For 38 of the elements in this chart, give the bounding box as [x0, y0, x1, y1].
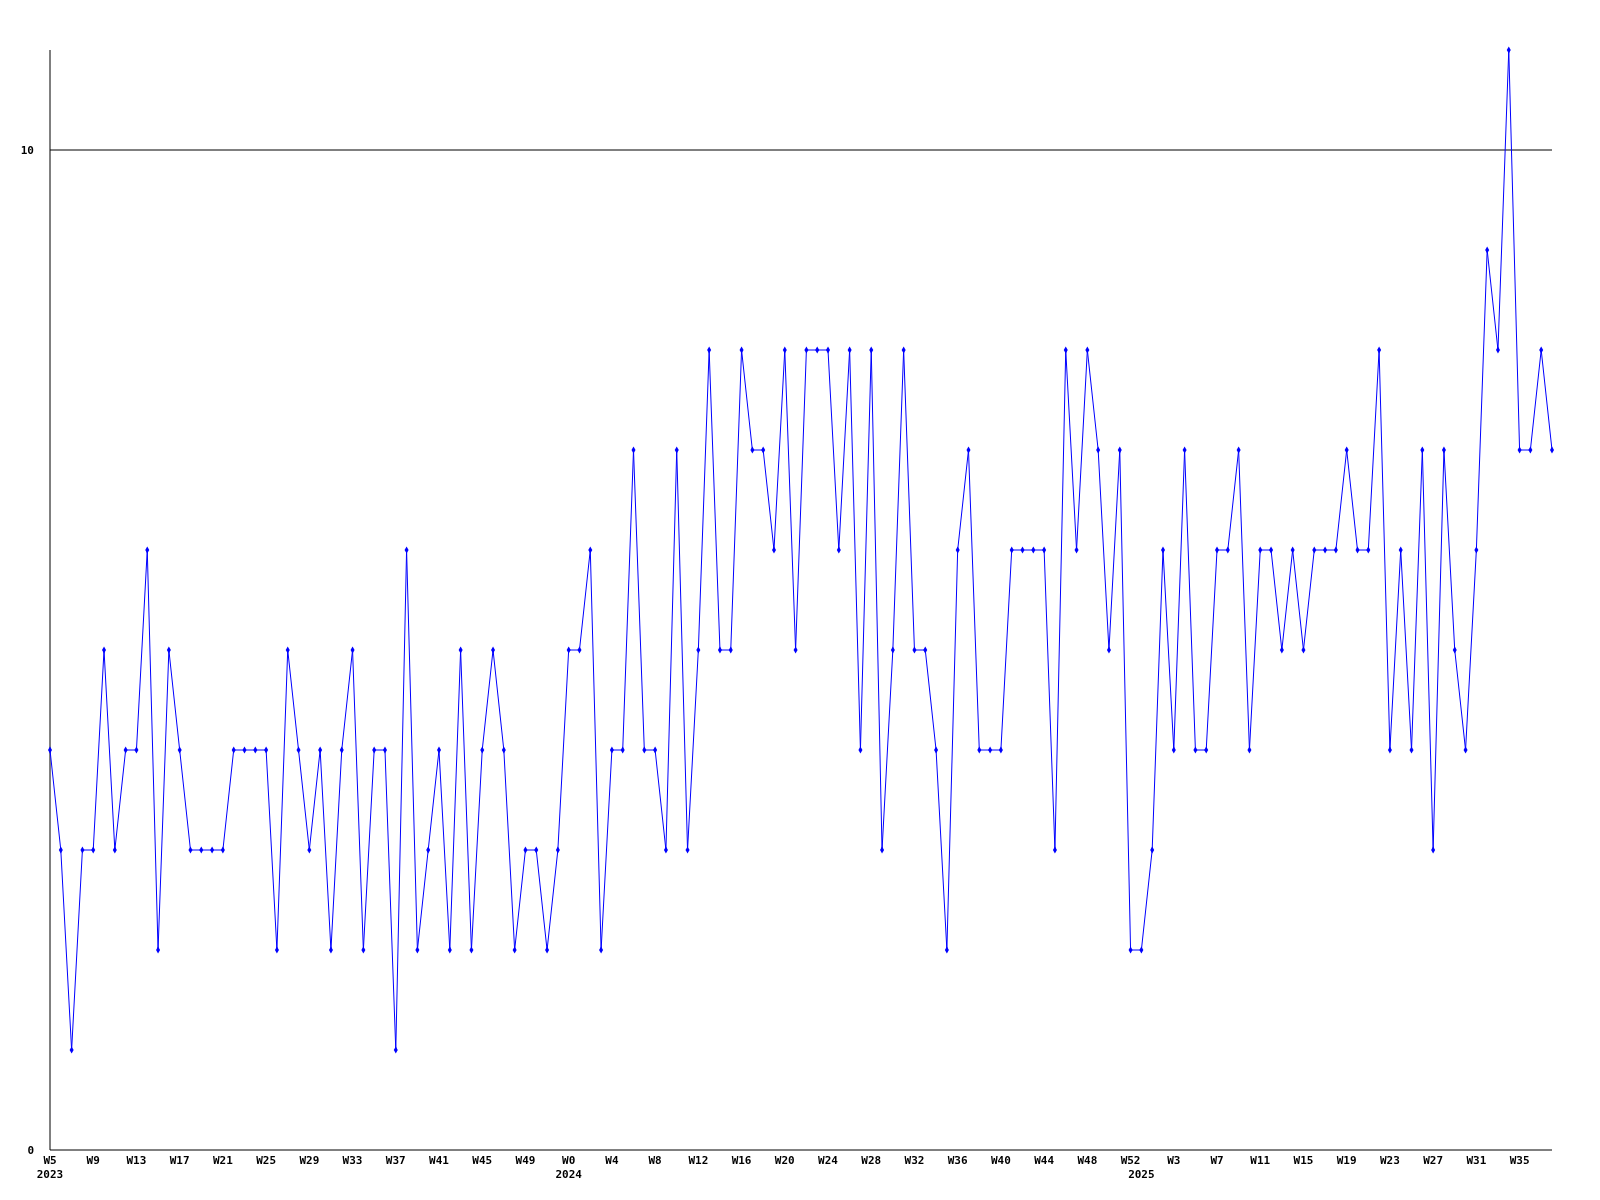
x-tick-label: W9	[86, 1154, 100, 1167]
x-tick-label: W35	[1509, 1154, 1530, 1167]
x-tick-label: W27	[1423, 1154, 1444, 1167]
x-tick-label: W17	[169, 1154, 190, 1167]
x-tick-label: W25	[256, 1154, 277, 1167]
x-tick-label: W7	[1210, 1154, 1224, 1167]
x-tick-label: W3	[1167, 1154, 1181, 1167]
x-tick-label: W37	[385, 1154, 406, 1167]
x-tick-label: W16	[731, 1154, 752, 1167]
x-tick-label: W8	[648, 1154, 662, 1167]
x-tick-label: W32	[904, 1154, 925, 1167]
x-tick-label: W15	[1293, 1154, 1314, 1167]
x-tick-label: W28	[861, 1154, 882, 1167]
x-tick-label: W19	[1336, 1154, 1357, 1167]
x-tick-label: W20	[774, 1154, 795, 1167]
x-tick-label: W31	[1466, 1154, 1487, 1167]
x-tick-label: W21	[212, 1154, 234, 1167]
y-tick-label: 10	[20, 144, 34, 157]
x-tick-label: W4	[605, 1154, 619, 1167]
x-tick-label: W0 2024	[555, 1154, 583, 1181]
y-tick-label: 0	[27, 1144, 34, 1157]
x-tick-label: W49	[515, 1154, 536, 1167]
x-tick-label: W13	[126, 1154, 147, 1167]
x-tick-label: W36	[947, 1154, 968, 1167]
x-tick-label: W12	[688, 1154, 709, 1167]
x-tick-label: W44	[1034, 1154, 1055, 1167]
x-tick-label: W11	[1250, 1154, 1271, 1167]
x-tick-label: W48	[1077, 1154, 1098, 1167]
x-tick-label: W40	[990, 1154, 1011, 1167]
x-tick-label: W23	[1379, 1154, 1400, 1167]
x-tick-label: W52	[1120, 1154, 1141, 1167]
x-tick-label: W29	[299, 1154, 320, 1167]
x-tick-label: W24	[818, 1154, 839, 1167]
x-tick-label: W41	[429, 1154, 450, 1167]
x-tick-label: 2025	[1128, 1168, 1155, 1181]
x-tick-label: W5 2023	[36, 1154, 64, 1181]
x-tick-label: W45	[472, 1154, 493, 1167]
x-tick-label: W33	[342, 1154, 363, 1167]
